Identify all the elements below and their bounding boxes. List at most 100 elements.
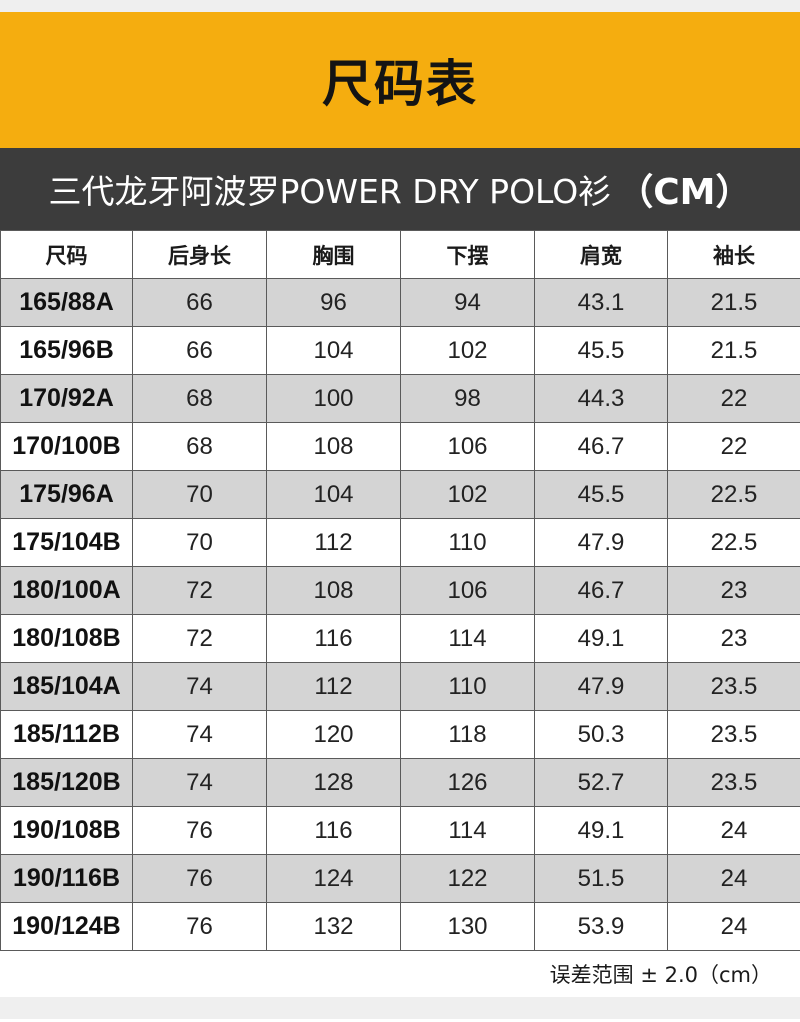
cell-chest: 124 <box>266 854 401 903</box>
cell-back-length: 68 <box>132 422 267 471</box>
cell-hem: 94 <box>400 278 535 327</box>
cell-chest: 104 <box>266 326 401 375</box>
cell-size: 165/88A <box>0 278 133 327</box>
table-row: 170/92A 68 100 98 44.3 22 <box>0 374 800 423</box>
cell-chest: 116 <box>266 614 401 663</box>
cell-hem: 130 <box>400 902 535 951</box>
cell-hem: 122 <box>400 854 535 903</box>
cell-shoulder: 45.5 <box>534 326 668 375</box>
table-row: 165/88A 66 96 94 43.1 21.5 <box>0 278 800 327</box>
cell-chest: 104 <box>266 470 401 519</box>
cell-chest: 132 <box>266 902 401 951</box>
table-row: 175/104B 70 112 110 47.9 22.5 <box>0 518 800 567</box>
cell-hem: 106 <box>400 422 535 471</box>
cell-shoulder: 46.7 <box>534 422 668 471</box>
cell-shoulder: 53.9 <box>534 902 668 951</box>
cell-back-length: 74 <box>132 710 267 759</box>
cell-sleeve: 22.5 <box>667 470 800 519</box>
cell-hem: 98 <box>400 374 535 423</box>
bottom-strip <box>0 997 800 1019</box>
cell-back-length: 76 <box>132 854 267 903</box>
cell-hem: 110 <box>400 662 535 711</box>
table-row: 180/100A 72 108 106 46.7 23 <box>0 566 800 615</box>
table-row: 175/96A 70 104 102 45.5 22.5 <box>0 470 800 519</box>
table-row: 185/104A 74 112 110 47.9 23.5 <box>0 662 800 711</box>
cell-back-length: 76 <box>132 902 267 951</box>
table-row: 170/100B 68 108 106 46.7 22 <box>0 422 800 471</box>
header-size: 尺码 <box>0 230 133 279</box>
table-row: 185/112B 74 120 118 50.3 23.5 <box>0 710 800 759</box>
title-banner: 尺码表 <box>0 12 800 148</box>
cell-shoulder: 47.9 <box>534 662 668 711</box>
cell-size: 180/100A <box>0 566 133 615</box>
cell-back-length: 66 <box>132 326 267 375</box>
cell-chest: 112 <box>266 518 401 567</box>
cell-back-length: 74 <box>132 758 267 807</box>
cell-size: 165/96B <box>0 326 133 375</box>
cell-chest: 128 <box>266 758 401 807</box>
cell-sleeve: 23 <box>667 566 800 615</box>
cell-sleeve: 23 <box>667 614 800 663</box>
cell-hem: 102 <box>400 326 535 375</box>
cell-back-length: 66 <box>132 278 267 327</box>
cell-hem: 118 <box>400 710 535 759</box>
cell-hem: 126 <box>400 758 535 807</box>
table-header-row: 尺码 后身长 胸围 下摆 肩宽 袖长 <box>0 230 800 279</box>
table-row: 190/124B 76 132 130 53.9 24 <box>0 902 800 951</box>
cell-back-length: 76 <box>132 806 267 855</box>
cell-back-length: 72 <box>132 566 267 615</box>
cell-sleeve: 22.5 <box>667 518 800 567</box>
cell-chest: 120 <box>266 710 401 759</box>
cell-hem: 102 <box>400 470 535 519</box>
page-title: 尺码表 <box>322 55 478 113</box>
cell-chest: 112 <box>266 662 401 711</box>
cell-size: 175/104B <box>0 518 133 567</box>
cell-sleeve: 21.5 <box>667 278 800 327</box>
cell-sleeve: 23.5 <box>667 710 800 759</box>
cell-shoulder: 44.3 <box>534 374 668 423</box>
cell-size: 175/96A <box>0 470 133 519</box>
cell-shoulder: 49.1 <box>534 614 668 663</box>
product-name: 三代龙牙阿波罗POWER DRY POLO衫 <box>48 172 612 211</box>
subtitle-banner: 三代龙牙阿波罗POWER DRY POLO衫 （CM） <box>0 148 800 230</box>
cell-shoulder: 50.3 <box>534 710 668 759</box>
cell-back-length: 68 <box>132 374 267 423</box>
cell-size: 185/104A <box>0 662 133 711</box>
cell-back-length: 74 <box>132 662 267 711</box>
cell-sleeve: 24 <box>667 854 800 903</box>
cell-shoulder: 47.9 <box>534 518 668 567</box>
cell-back-length: 70 <box>132 470 267 519</box>
table-row: 185/120B 74 128 126 52.7 23.5 <box>0 758 800 807</box>
cell-size: 185/120B <box>0 758 133 807</box>
header-chest: 胸围 <box>266 230 401 279</box>
cell-shoulder: 46.7 <box>534 566 668 615</box>
footer: 误差范围 ± 2.0（cm） <box>0 951 800 997</box>
top-strip <box>0 0 800 12</box>
tolerance-note: 误差范围 ± 2.0（cm） <box>549 963 772 987</box>
header-hem: 下摆 <box>400 230 535 279</box>
cell-shoulder: 49.1 <box>534 806 668 855</box>
cell-hem: 114 <box>400 614 535 663</box>
table-row: 190/108B 76 116 114 49.1 24 <box>0 806 800 855</box>
table-row: 190/116B 76 124 122 51.5 24 <box>0 854 800 903</box>
cell-sleeve: 21.5 <box>667 326 800 375</box>
cell-size: 170/92A <box>0 374 133 423</box>
cell-shoulder: 51.5 <box>534 854 668 903</box>
cell-chest: 108 <box>266 422 401 471</box>
header-shoulder: 肩宽 <box>534 230 668 279</box>
cell-sleeve: 24 <box>667 902 800 951</box>
cell-chest: 100 <box>266 374 401 423</box>
cell-sleeve: 23.5 <box>667 662 800 711</box>
cell-sleeve: 23.5 <box>667 758 800 807</box>
cell-size: 180/108B <box>0 614 133 663</box>
cell-size: 190/108B <box>0 806 133 855</box>
cell-hem: 106 <box>400 566 535 615</box>
header-back-length: 后身长 <box>132 230 267 279</box>
cell-size: 190/116B <box>0 854 133 903</box>
header-sleeve: 袖长 <box>667 230 800 279</box>
cell-chest: 108 <box>266 566 401 615</box>
cell-size: 190/124B <box>0 902 133 951</box>
cell-size: 185/112B <box>0 710 133 759</box>
cell-shoulder: 45.5 <box>534 470 668 519</box>
table-row: 180/108B 72 116 114 49.1 23 <box>0 614 800 663</box>
